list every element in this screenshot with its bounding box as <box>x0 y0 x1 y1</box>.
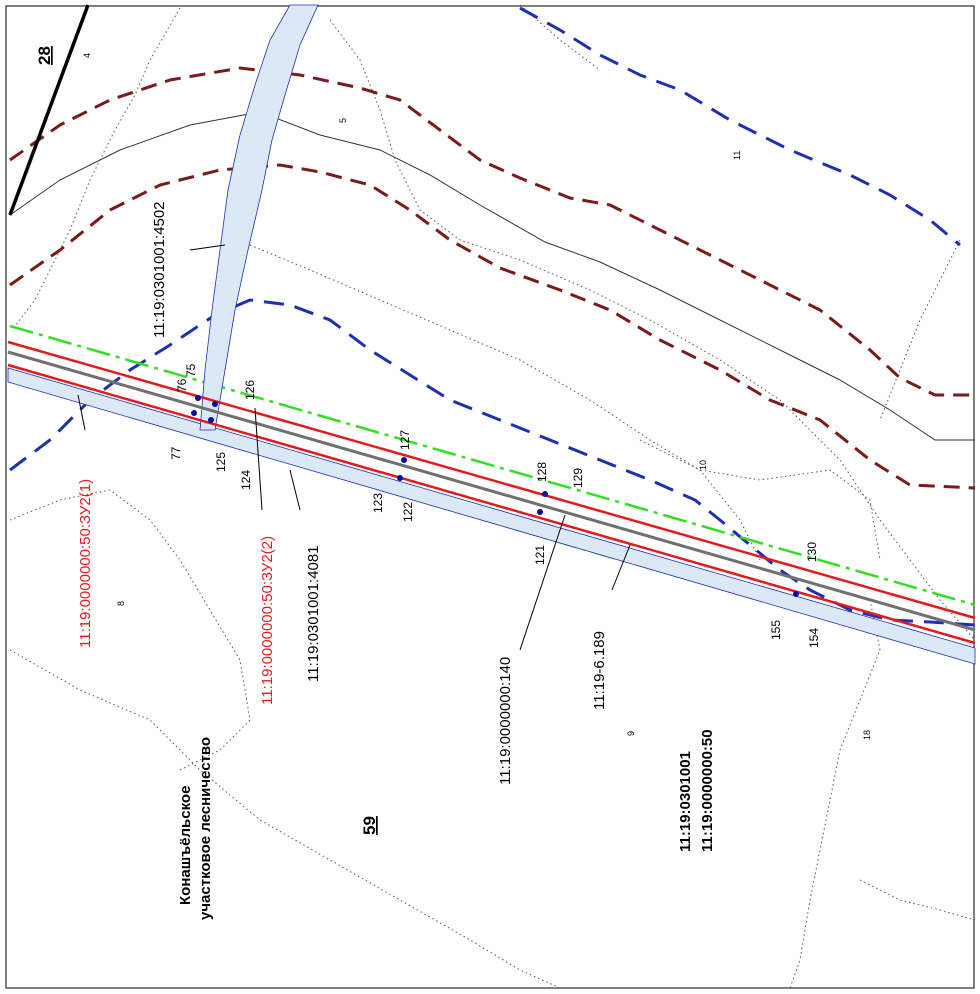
cad-zu2-2: 11:19:0000000:50:ЗУ2(2) <box>259 536 276 705</box>
pt-121: 121 <box>533 545 547 565</box>
point-122 <box>397 475 403 481</box>
pt-75: 75 <box>184 363 198 377</box>
forestry-name-line2: участковое лесничество <box>197 737 214 920</box>
point-128 <box>542 491 548 497</box>
point-126 <box>212 401 218 407</box>
quarter-code-2: 11:19:0000000:50 <box>699 729 716 852</box>
pt-128: 128 <box>535 462 549 482</box>
terrain-line <box>9 111 975 441</box>
pt-154: 154 <box>807 628 821 648</box>
leader-lines <box>77 244 631 651</box>
contour-lines <box>9 66 976 490</box>
river-strip <box>7 367 976 665</box>
pt-126: 126 <box>243 380 257 400</box>
road-corridor <box>7 340 976 645</box>
point-76 <box>195 395 201 401</box>
point-154 <box>793 591 799 597</box>
pt-123: 123 <box>371 493 385 513</box>
cad-zu2-1: 11:19:0000000:50:ЗУ2(1) <box>77 479 94 648</box>
pt-124: 124 <box>239 470 253 490</box>
quarter-code-1: 11:19:0301001 <box>677 751 694 852</box>
map-frame <box>5 5 975 989</box>
labels: 28 59 Конашъёльское участковое лесничест… <box>35 46 872 920</box>
pt-155: 155 <box>769 620 783 640</box>
block-28: 28 <box>35 46 54 65</box>
pt-129: 129 <box>571 468 585 488</box>
parcel-boundaries <box>9 4 976 989</box>
pt-125: 125 <box>214 452 228 472</box>
cad-4081: 11:19:0301001:4081 <box>305 545 322 682</box>
pt-76: 76 <box>175 378 189 392</box>
cad-140: 11:19:0000000:140 <box>497 657 514 785</box>
parcel-5: 5 <box>338 118 348 123</box>
forestry-name-line1: Конашъёльское <box>177 786 194 905</box>
parcel-18: 18 <box>862 730 872 740</box>
parcel-8: 8 <box>116 601 126 606</box>
point-77 <box>191 410 197 416</box>
parcel-9: 9 <box>626 731 636 736</box>
protection-zone <box>9 324 976 607</box>
cad-6189: 11:19-6.189 <box>591 631 608 710</box>
point-125 <box>208 417 214 423</box>
parcel-10: 10 <box>698 460 708 470</box>
pt-77: 77 <box>169 446 183 460</box>
quarter-boundary <box>8 4 90 216</box>
stream <box>199 4 319 431</box>
pt-122: 122 <box>401 502 415 522</box>
parcel-4: 4 <box>82 53 92 58</box>
parcel-11: 11 <box>732 151 742 160</box>
point-121 <box>537 509 543 515</box>
pt-127: 127 <box>398 430 412 450</box>
water-boundary <box>9 6 976 627</box>
survey-points <box>191 395 799 597</box>
pt-130: 130 <box>805 542 819 562</box>
block-59: 59 <box>360 816 379 835</box>
cad-4502: 11:19:0301001:4502 <box>151 201 168 338</box>
point-127 <box>401 457 407 463</box>
